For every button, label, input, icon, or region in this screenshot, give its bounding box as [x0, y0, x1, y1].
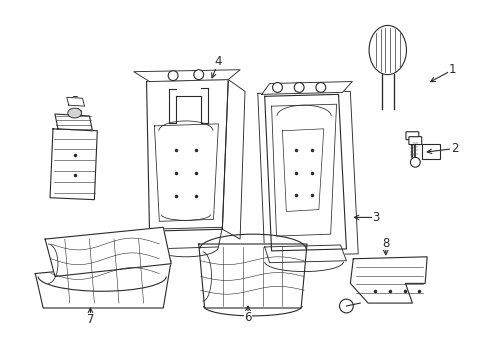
- Text: 2: 2: [451, 142, 459, 155]
- Ellipse shape: [369, 26, 407, 75]
- Circle shape: [294, 82, 304, 93]
- Polygon shape: [149, 227, 222, 249]
- Polygon shape: [271, 104, 337, 236]
- Polygon shape: [262, 82, 352, 94]
- Polygon shape: [265, 245, 346, 263]
- Polygon shape: [265, 94, 346, 251]
- Polygon shape: [67, 97, 84, 106]
- Circle shape: [272, 82, 282, 93]
- Circle shape: [316, 82, 326, 93]
- Circle shape: [411, 157, 420, 167]
- Polygon shape: [35, 261, 171, 308]
- Text: 4: 4: [215, 55, 222, 68]
- Polygon shape: [222, 80, 245, 239]
- FancyBboxPatch shape: [409, 137, 422, 145]
- Circle shape: [194, 70, 204, 80]
- Circle shape: [168, 71, 178, 81]
- Polygon shape: [350, 257, 427, 303]
- Polygon shape: [45, 227, 171, 276]
- Polygon shape: [147, 80, 228, 231]
- Text: 6: 6: [244, 311, 252, 324]
- Polygon shape: [55, 114, 93, 131]
- Polygon shape: [50, 129, 98, 200]
- FancyBboxPatch shape: [422, 144, 440, 159]
- Circle shape: [340, 299, 353, 313]
- Text: 3: 3: [372, 211, 380, 224]
- Polygon shape: [134, 70, 240, 82]
- Text: 1: 1: [449, 63, 457, 76]
- FancyBboxPatch shape: [406, 132, 419, 140]
- Ellipse shape: [68, 108, 81, 118]
- Polygon shape: [199, 244, 307, 308]
- Polygon shape: [169, 89, 208, 121]
- Polygon shape: [154, 124, 219, 221]
- Polygon shape: [282, 129, 324, 212]
- Text: 5: 5: [71, 95, 78, 108]
- Text: 7: 7: [87, 313, 94, 326]
- Text: 8: 8: [382, 237, 390, 249]
